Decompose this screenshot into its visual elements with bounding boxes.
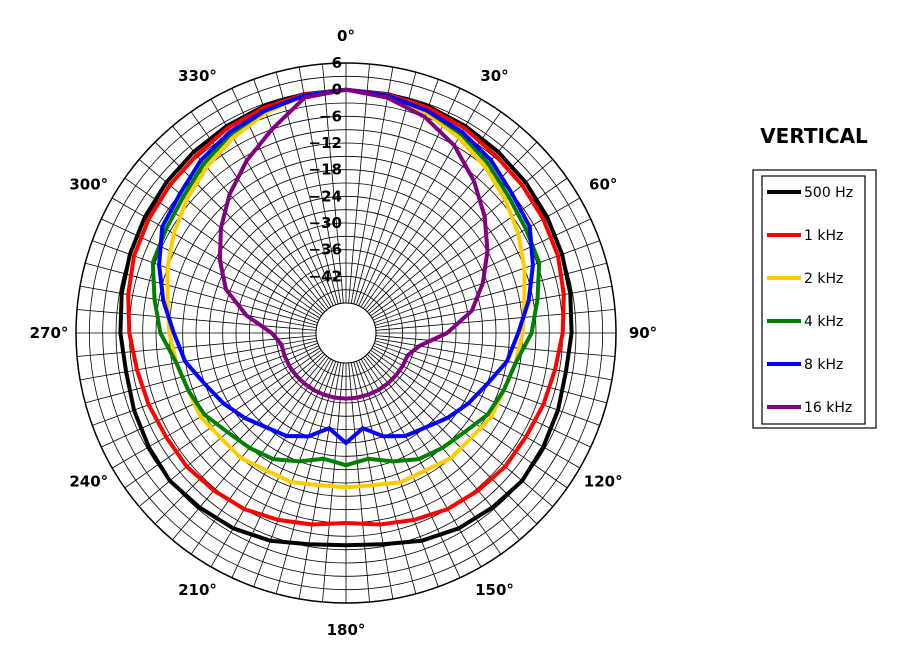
grid-spoke bbox=[355, 361, 439, 587]
grid-spoke bbox=[364, 125, 520, 311]
series-layer bbox=[118, 87, 574, 548]
grid-spoke bbox=[275, 72, 339, 305]
grid-spoke bbox=[76, 309, 317, 331]
grid-spoke bbox=[371, 197, 581, 319]
grid-spoke bbox=[371, 347, 581, 469]
angle-tick-label: 330° bbox=[178, 67, 217, 85]
center-disc bbox=[315, 302, 377, 364]
grid-spoke bbox=[172, 125, 328, 311]
grid-spoke bbox=[360, 358, 482, 568]
radial-tick-label: −6 bbox=[319, 107, 342, 125]
chart-title: VERTICAL bbox=[760, 124, 868, 148]
legend-label: 500 Hz bbox=[804, 185, 853, 201]
grid-spoke bbox=[111, 197, 321, 319]
legend-label: 16 kHz bbox=[804, 400, 852, 416]
grid-spoke bbox=[348, 362, 370, 603]
angle-tick-label: 150° bbox=[475, 581, 514, 599]
grid-spoke bbox=[275, 361, 339, 594]
radial-tick-label: −18 bbox=[309, 161, 342, 179]
legend-entries: 500 Hz 1 kHz 2 kHz 4 kHz 8 kHz 16 kHz bbox=[767, 185, 853, 416]
series-line-4 bbox=[150, 87, 542, 468]
outer-ring bbox=[75, 62, 617, 604]
series-line-6 bbox=[217, 87, 490, 401]
grid-spoke bbox=[373, 345, 591, 448]
grid-spoke bbox=[80, 285, 317, 329]
angle-tick-label: 240° bbox=[69, 473, 108, 491]
grid-spoke bbox=[190, 357, 330, 555]
grid-spoke bbox=[353, 72, 417, 305]
series-line-5 bbox=[157, 87, 535, 445]
grid-spoke bbox=[350, 67, 394, 304]
radial-tick-label: 6 bbox=[332, 54, 342, 72]
series-line-1 bbox=[118, 87, 574, 548]
radial-tick-label: −12 bbox=[309, 134, 342, 152]
legend: 500 Hz 1 kHz 2 kHz 4 kHz 8 kHz 16 kHz bbox=[752, 169, 877, 429]
radial-tick-label: 0 bbox=[332, 81, 342, 99]
grid-spoke bbox=[111, 347, 321, 469]
radial-tick-label: −24 bbox=[309, 187, 342, 205]
legend-label: 2 kHz bbox=[804, 271, 843, 287]
angle-tick-label: 210° bbox=[178, 581, 217, 599]
grid-spoke bbox=[253, 79, 337, 305]
grid-spoke bbox=[253, 361, 337, 587]
center-hole bbox=[315, 302, 377, 364]
angle-tick-label: 30° bbox=[480, 67, 508, 85]
grid-spoke bbox=[348, 63, 370, 304]
grid-spoke bbox=[298, 362, 342, 599]
series-line-2 bbox=[126, 87, 566, 527]
radial-tick-label: −36 bbox=[309, 241, 342, 259]
grid-spoke bbox=[322, 362, 344, 603]
grid-spoke bbox=[101, 345, 319, 448]
grid-spoke bbox=[375, 335, 616, 357]
angle-tick-label: 0° bbox=[337, 27, 355, 45]
grid-spoke bbox=[350, 362, 394, 599]
grid-spoke bbox=[80, 337, 317, 381]
grid-spoke bbox=[322, 63, 344, 304]
angle-tick-label: 300° bbox=[69, 176, 108, 194]
series-line-3 bbox=[165, 87, 527, 490]
radial-tick-labels: 6 0 −6 −12 −18 −24 −30 −36 −42 bbox=[309, 54, 342, 285]
angle-tick-label: 90° bbox=[629, 324, 657, 342]
radial-tick-label: −30 bbox=[309, 214, 342, 232]
grid-spoke bbox=[358, 360, 461, 578]
grid-spoke bbox=[210, 358, 332, 568]
legend-label: 8 kHz bbox=[804, 357, 843, 373]
legend-label: 4 kHz bbox=[804, 314, 843, 330]
angle-tick-labels: 0° 30° 60° 90° 120° 150° 180° 210° 240° 270° 300° 3… bbox=[30, 27, 658, 639]
grid-spoke bbox=[231, 360, 334, 578]
grid-spoke bbox=[375, 285, 612, 329]
grid-spoke bbox=[353, 361, 417, 594]
grid-spoke bbox=[362, 357, 502, 555]
angle-tick-label: 120° bbox=[584, 473, 623, 491]
legend-label: 1 kHz bbox=[804, 228, 843, 244]
grid-spoke bbox=[85, 340, 318, 404]
legend-frame-inner bbox=[761, 175, 866, 425]
angle-tick-label: 180° bbox=[327, 621, 366, 639]
grid-spoke bbox=[375, 309, 616, 331]
angle-tick-label: 60° bbox=[589, 176, 617, 194]
grid-spoke bbox=[298, 67, 342, 304]
grid-spoke bbox=[375, 337, 612, 381]
radial-tick-label: −42 bbox=[309, 267, 342, 285]
angle-tick-label: 270° bbox=[30, 324, 69, 342]
